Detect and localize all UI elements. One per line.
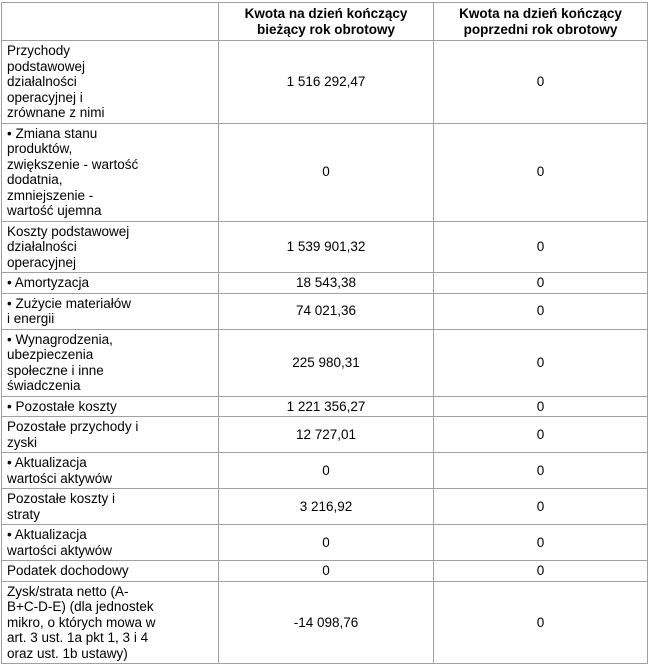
- current-year-value-cell: 0: [218, 524, 434, 561]
- table-row: Koszty podstawowej działalności operacyj…: [1, 220, 648, 273]
- table-row: Pozostałe przychody i zyski 12 727,01 0: [1, 416, 648, 453]
- row-label-cell: Zysk/strata netto (A- B+C-D-E) (dla jedn…: [1, 580, 219, 664]
- row-label-cell: • Pozostałe koszty: [1, 395, 219, 417]
- table-row: • Aktualizacja wartości aktywów 0 0: [1, 524, 648, 561]
- previous-year-value-cell: 0: [433, 452, 648, 489]
- row-label-cell: • Zmiana stanu produktów, zwiększenie - …: [1, 122, 219, 222]
- table-row: Pozostałe koszty i straty 3 216,92 0: [1, 488, 648, 525]
- table-header-row: Kwota na dzień kończący bieżący rok obro…: [1, 2, 648, 41]
- row-label-cell: Przychody podstawowej działalności opera…: [1, 40, 219, 124]
- previous-year-value-cell: 0: [433, 524, 648, 561]
- previous-year-value-cell: 0: [433, 272, 648, 294]
- row-label-cell: • Aktualizacja wartości aktywów: [1, 452, 219, 489]
- row-label-cell: Pozostałe przychody i zyski: [1, 416, 219, 453]
- current-year-value-cell: -14 098,76: [218, 580, 434, 664]
- row-label-cell: Pozostałe koszty i straty: [1, 488, 219, 525]
- previous-year-value-cell: 0: [433, 40, 648, 124]
- table-row: • Zmiana stanu produktów, zwiększenie - …: [1, 122, 648, 222]
- current-year-value-cell: 0: [218, 560, 434, 582]
- header-previous-year: Kwota na dzień kończący poprzedni rok ob…: [433, 2, 648, 41]
- previous-year-value-cell: 0: [433, 328, 648, 397]
- row-label-cell: • Zużycie materiałów i energii: [1, 292, 219, 330]
- current-year-value-cell: 74 021,36: [218, 292, 434, 330]
- current-year-value-cell: 0: [218, 122, 434, 222]
- current-year-value-cell: 0: [218, 452, 434, 489]
- table-row: Przychody podstawowej działalności opera…: [1, 40, 648, 124]
- header-current-year: Kwota na dzień kończący bieżący rok obro…: [218, 2, 434, 41]
- table-row: • Aktualizacja wartości aktywów 0 0: [1, 452, 648, 489]
- previous-year-value-cell: 0: [433, 395, 648, 417]
- table-row: • Zużycie materiałów i energii 74 021,36…: [1, 292, 648, 330]
- row-label-cell: Podatek dochodowy: [1, 560, 219, 582]
- row-label-cell: • Wynagrodzenia, ubezpieczenia społeczne…: [1, 328, 219, 397]
- current-year-value-cell: 12 727,01: [218, 416, 434, 453]
- previous-year-value-cell: 0: [433, 220, 648, 273]
- previous-year-value-cell: 0: [433, 488, 648, 525]
- current-year-value-cell: 1 539 901,32: [218, 220, 434, 273]
- current-year-value-cell: 1 516 292,47: [218, 40, 434, 124]
- row-label-cell: • Amortyzacja: [1, 272, 219, 294]
- table-row: • Wynagrodzenia, ubezpieczenia społeczne…: [1, 328, 648, 397]
- current-year-value-cell: 18 543,38: [218, 272, 434, 294]
- previous-year-value-cell: 0: [433, 560, 648, 582]
- current-year-value-cell: 3 216,92: [218, 488, 434, 525]
- table-row: Zysk/strata netto (A- B+C-D-E) (dla jedn…: [1, 580, 648, 664]
- row-label-cell: • Aktualizacja wartości aktywów: [1, 524, 219, 561]
- previous-year-value-cell: 0: [433, 416, 648, 453]
- previous-year-value-cell: 0: [433, 292, 648, 330]
- header-empty-cell: [1, 2, 219, 41]
- previous-year-value-cell: 0: [433, 122, 648, 222]
- table-row: • Pozostałe koszty 1 221 356,27 0: [1, 395, 648, 417]
- current-year-value-cell: 1 221 356,27: [218, 395, 434, 417]
- table-row: • Amortyzacja 18 543,38 0: [1, 272, 648, 294]
- table-row: Podatek dochodowy 0 0: [1, 560, 648, 582]
- previous-year-value-cell: 0: [433, 580, 648, 664]
- current-year-value-cell: 225 980,31: [218, 328, 434, 397]
- row-label-cell: Koszty podstawowej działalności operacyj…: [1, 220, 219, 273]
